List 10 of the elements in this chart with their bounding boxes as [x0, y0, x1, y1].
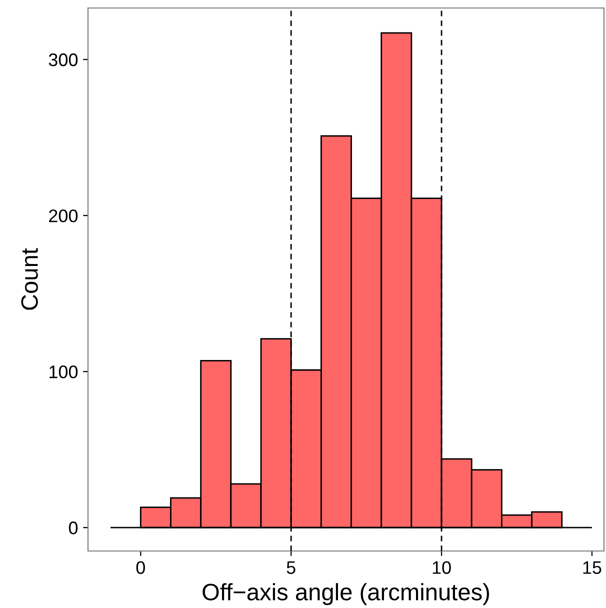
x-tick-label: 15 [583, 561, 602, 574]
x-tick-label: 10 [432, 561, 451, 574]
x-tick-label: 0 [136, 561, 145, 574]
y-tick-label: 0 [68, 522, 78, 534]
y-tick-label: 100 [50, 365, 78, 378]
x-axis-title: Off−axis angle (arcminutes) [202, 583, 490, 606]
y-tick-label: 200 [49, 209, 78, 222]
x-tick-label: 5 [286, 561, 296, 574]
y-tick-label: 300 [48, 53, 78, 66]
y-axis-title: Count [21, 248, 38, 310]
